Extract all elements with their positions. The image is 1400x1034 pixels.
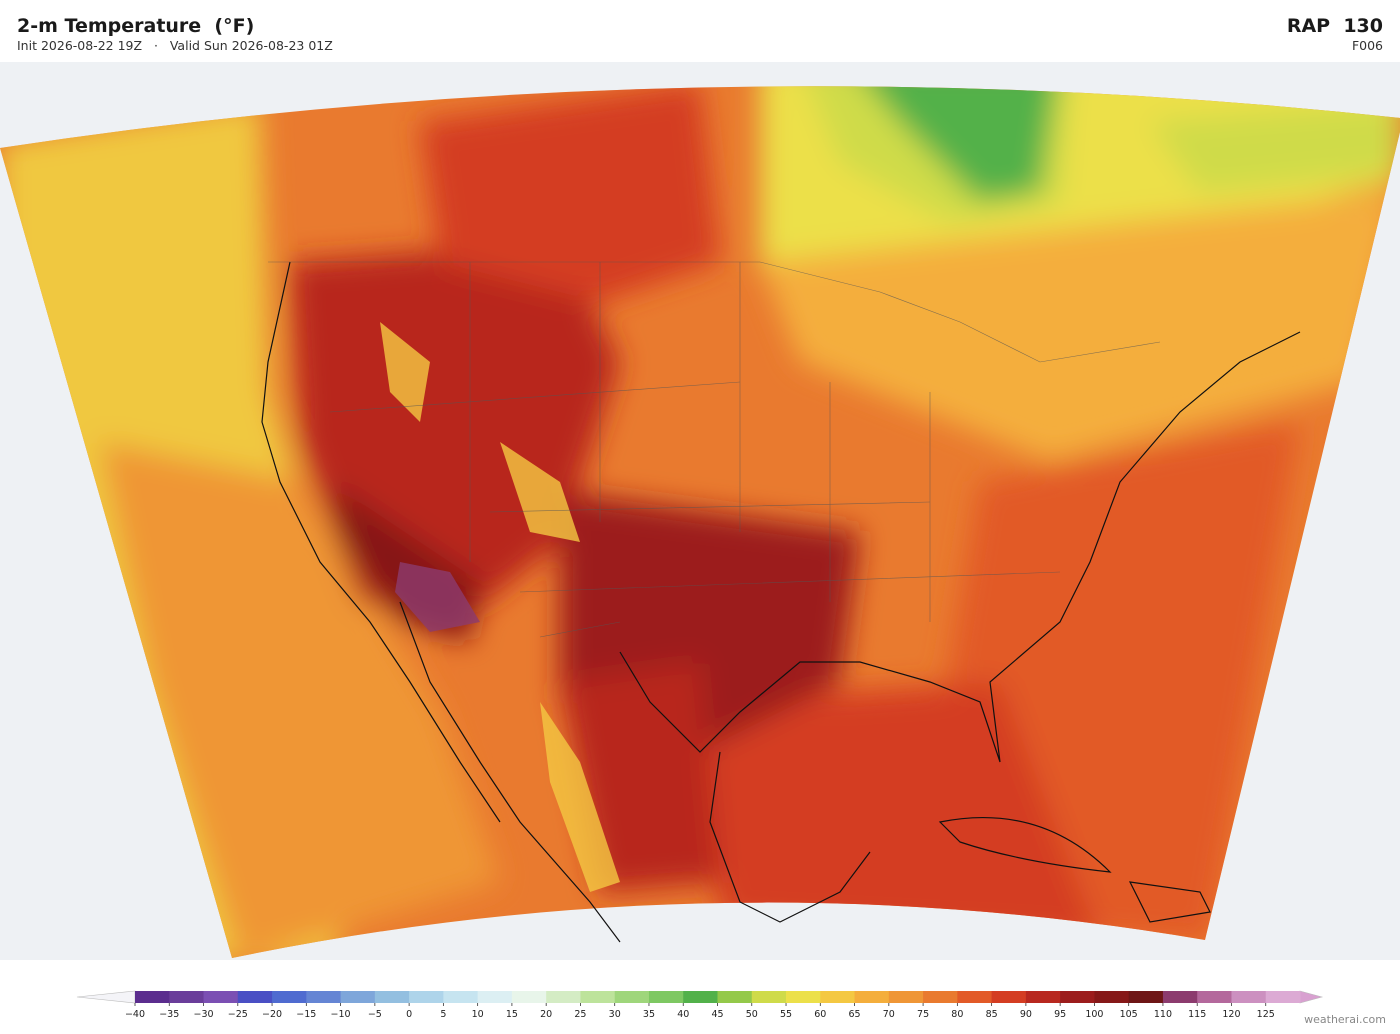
colorbar-segment: [306, 991, 342, 1003]
colorbar-tick-label: 115: [1188, 1009, 1206, 1020]
colorbar-segment: [580, 991, 616, 1003]
colorbar-tick-label: −25: [228, 1009, 248, 1020]
colorbar-tick-label: 30: [609, 1009, 621, 1020]
colorbar-segment: [648, 991, 684, 1003]
colorbar-segment: [511, 991, 547, 1003]
coastlines: [261, 261, 1301, 943]
colorbar-segment: [169, 991, 205, 1003]
map: [0, 62, 1400, 960]
colorbar-segment: [135, 991, 170, 1003]
credit: weatherai.com: [1304, 1013, 1386, 1026]
colorbar-segment: [1128, 991, 1164, 1003]
colorbar: −40 −35 −30 −25 −20 −15 −10 −5 0 5 10 15 20 25 30 35 40 4…: [76, 990, 1324, 1020]
map-title: 2-m Temperature (°F): [17, 15, 255, 37]
colorbar-segment: [717, 991, 753, 1003]
colorbar-tick-label: −35: [159, 1009, 179, 1020]
colorbar-segment: [614, 991, 650, 1003]
colorbar-segment: [1231, 991, 1267, 1003]
colorbar-tick-label: 45: [711, 1009, 723, 1020]
colorbar-segment: [477, 991, 513, 1003]
colorbar-segment: [1025, 991, 1061, 1003]
colorbar-segment: [888, 991, 924, 1003]
colorbar-segment: [1197, 991, 1232, 1003]
colorbar-segment: [1094, 991, 1130, 1003]
colorbar-tick-label: 70: [883, 1009, 895, 1020]
colorbar-segment: [854, 991, 890, 1003]
colorbar-tick-label: −5: [368, 1009, 382, 1020]
colorbar-tick-label: 100: [1085, 1009, 1103, 1020]
colorbar-segment: [237, 991, 273, 1003]
colorbar-segment: [751, 991, 787, 1003]
colorbar-tick-label: 75: [917, 1009, 929, 1020]
colorbar-tick-label: 10: [472, 1009, 484, 1020]
colorbar-tick-label: 65: [849, 1009, 861, 1020]
colorbar-segment: [683, 991, 718, 1003]
temperature-field: [0, 86, 1400, 959]
colorbar-tick-label: −10: [331, 1009, 351, 1020]
forecast-hour: F006: [1351, 38, 1383, 53]
colorbar-segment: [1265, 991, 1301, 1003]
colorbar-segment: [820, 991, 856, 1003]
colorbar-tick-label: 35: [643, 1009, 655, 1020]
colorbar-tick-label: 0: [406, 1009, 412, 1020]
colorbar-tick-label: −20: [262, 1009, 282, 1020]
colorbar-tick-label: −15: [296, 1009, 316, 1020]
map-subtitle: Init 2026-08-22 19Z · Valid Sun 2026-08-…: [17, 38, 333, 53]
colorbar-tick-label: 20: [540, 1009, 552, 1020]
colorbar-tick-label: 5: [440, 1009, 446, 1020]
colorbar-tick-label: 95: [1054, 1009, 1066, 1020]
colorbar-segment: [786, 991, 821, 1003]
colorbar-tick-label: 85: [986, 1009, 998, 1020]
colorbar-tick-label: 90: [1020, 1009, 1032, 1020]
model-name: RAP 130: [1286, 15, 1383, 37]
colorbar-tick-label: 25: [574, 1009, 586, 1020]
colorbar-tick-label: 50: [746, 1009, 758, 1020]
colorbar-tick-label: 40: [677, 1009, 689, 1020]
colorbar-tick-label: 120: [1222, 1009, 1240, 1020]
colorbar-segment: [991, 991, 1027, 1003]
colorbar-segment: [1162, 991, 1198, 1003]
colorbar-tick-label: 80: [951, 1009, 963, 1020]
colorbar-segment: [340, 991, 376, 1003]
colorbar-extend-low: [76, 990, 136, 1004]
colorbar-tick-label: 60: [814, 1009, 826, 1020]
colorbar-segment: [272, 991, 307, 1003]
colorbar-segment: [203, 991, 239, 1003]
colorbar-tick-label: 105: [1120, 1009, 1138, 1020]
colorbar-segment: [409, 991, 444, 1003]
colorbar-segment: [923, 991, 958, 1003]
colorbar-tick-label: 110: [1154, 1009, 1172, 1020]
colorbar-extend-high: [1299, 990, 1324, 1004]
colorbar-tick-label: 15: [506, 1009, 518, 1020]
borders: [268, 261, 1161, 638]
colorbar-segment: [957, 991, 993, 1003]
colorbar-segment: [443, 991, 479, 1003]
colorbar-segment: [1060, 991, 1095, 1003]
colorbar-segment: [546, 991, 581, 1003]
colorbar-tick-label: −30: [193, 1009, 213, 1020]
colorbar-tick-label: −40: [125, 1009, 145, 1020]
colorbar-segment: [374, 991, 410, 1003]
colorbar-tick-label: 125: [1257, 1009, 1275, 1020]
colorbar-tick-label: 55: [780, 1009, 792, 1020]
